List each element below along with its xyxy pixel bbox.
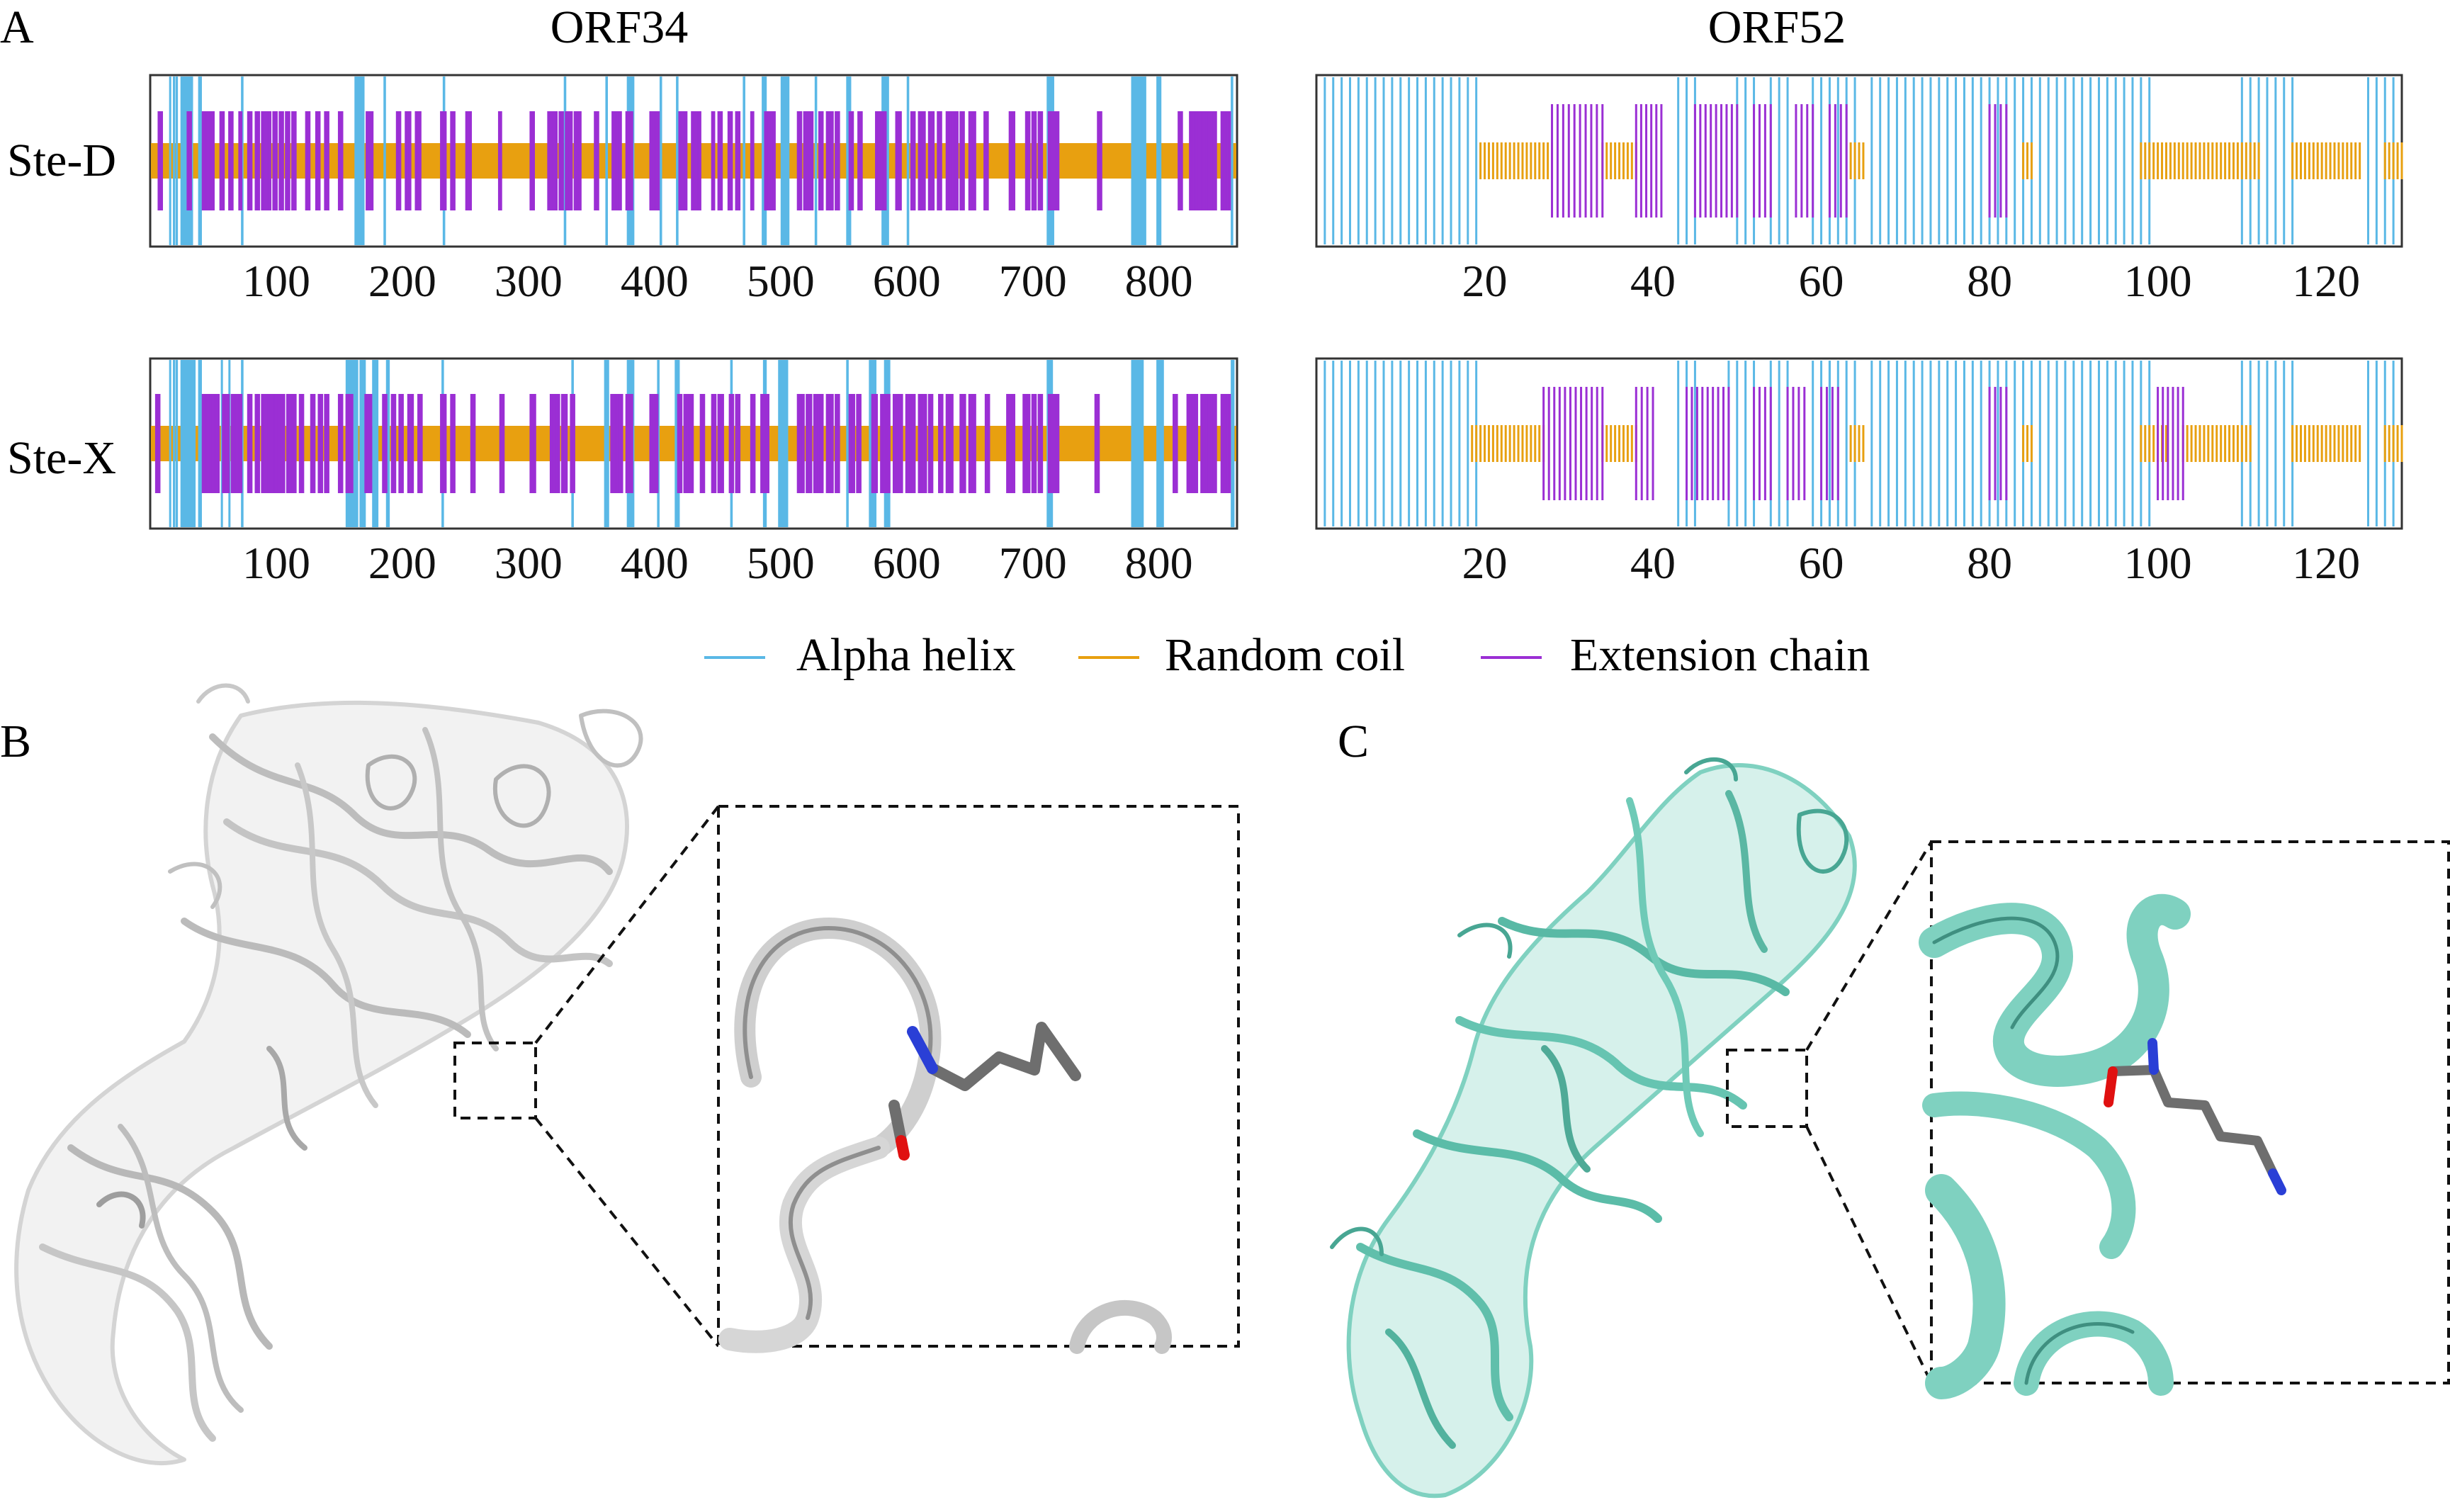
zoom-box-small-b	[453, 1042, 537, 1119]
x-tick-label: 20	[1462, 538, 1508, 588]
zoom-connector-c-bottom	[1805, 1126, 1933, 1384]
alpha-helix-segment	[175, 360, 179, 527]
alpha-helix-segment	[814, 77, 818, 245]
alpha-helix-segment	[359, 360, 366, 527]
zoom-detail-c	[1919, 893, 2286, 1399]
x-tick-label: 700	[999, 538, 1067, 588]
x-tick-label: 200	[368, 538, 436, 588]
x-tick-label: 100	[2124, 538, 2192, 588]
x-tick-label: 800	[1125, 538, 1193, 588]
x-tick-label: 100	[2124, 256, 2192, 306]
row-label-ste-x: Ste-X	[7, 432, 116, 484]
legend-label-extension-chain: Extension chain	[1570, 629, 1870, 681]
residue-sidechain-b	[927, 1022, 1081, 1091]
x-tick-label: 400	[621, 538, 689, 588]
alpha-helix-segment	[175, 77, 179, 245]
alpha-helix-segment	[383, 77, 386, 245]
alpha-helix-segment	[846, 360, 849, 527]
alpha-helix-segment	[1156, 77, 1162, 245]
alpha-helix-segment	[198, 360, 202, 527]
x-tick-label: 300	[495, 538, 563, 588]
x-tick-label: 300	[495, 256, 563, 306]
alpha-helix-segment	[1131, 77, 1146, 245]
alpha-helix-segment	[198, 77, 202, 245]
x-tick-label: 60	[1799, 538, 1844, 588]
x-tick-label: 100	[242, 538, 310, 588]
x-tick-label: 60	[1799, 256, 1844, 306]
zoom-connector-c-top	[1805, 840, 1933, 1051]
x-tick-label: 600	[873, 256, 941, 306]
alpha-helix-segment	[180, 360, 196, 527]
orf52-ste-x-track: 20 40 60 80 100 120	[1315, 357, 2403, 588]
alpha-helix-segment	[372, 360, 379, 527]
alpha-helix-segment	[1156, 360, 1164, 527]
x-tick-label: 700	[999, 256, 1067, 306]
alpha-helix-segment	[220, 360, 223, 527]
alpha-helix-segment	[676, 77, 679, 245]
alpha-helix-segment	[1131, 360, 1144, 527]
orf52-ste-d-track: 20 40 60 80 100 120	[1315, 74, 2403, 306]
x-tick-label: 500	[747, 538, 815, 588]
row-label-ste-d: Ste-D	[7, 135, 116, 186]
x-tick-label: 120	[2292, 538, 2360, 588]
zoom-connector-b-bottom	[534, 1117, 720, 1348]
legend-label-random-coil: Random coil	[1165, 629, 1405, 681]
x-tick-label: 20	[1462, 256, 1508, 306]
x-tick-label: 120	[2292, 256, 2360, 306]
alpha-helix-segment	[1231, 77, 1234, 245]
x-tick-label: 600	[873, 538, 941, 588]
x-tick-label: 40	[1630, 256, 1676, 306]
legend-label-alpha-helix: Alpha helix	[796, 629, 1016, 681]
orf34-ste-d-track: 100 200 300 400 500 600 700 800	[149, 74, 1238, 306]
x-tick-label: 200	[368, 256, 436, 306]
alpha-helix-segment	[354, 77, 365, 245]
orf34-title: ORF34	[551, 1, 688, 53]
orf34-ste-x-track: 100 200 300 400 500 600 700 800	[149, 357, 1238, 588]
x-tick-label: 80	[1967, 256, 2012, 306]
alpha-helix-segment	[169, 77, 171, 245]
x-tick-label: 800	[1125, 256, 1193, 306]
alpha-helix-segment	[169, 360, 171, 527]
alpha-helix-segment	[743, 77, 745, 245]
x-tick-label: 400	[621, 256, 689, 306]
panel-label-c: C	[1338, 716, 1369, 767]
alpha-helix-segment	[780, 77, 790, 245]
alpha-helix-segment	[906, 77, 910, 245]
x-tick-label: 100	[242, 256, 310, 306]
alpha-helix-segment	[659, 77, 662, 245]
zoom-detail-b	[718, 918, 1172, 1354]
protein-structure-b	[14, 683, 643, 1466]
alpha-helix-segment	[173, 77, 176, 245]
alpha-helix-segment	[1231, 360, 1235, 527]
alpha-helix-segment	[173, 360, 176, 527]
legend: Alpha helix Random coil Extension chain	[704, 629, 1870, 681]
panel-label-b: B	[0, 716, 31, 767]
x-tick-label: 500	[747, 256, 815, 306]
protein-structure-c	[1330, 757, 1857, 1499]
panel-label-a: A	[0, 1, 34, 53]
x-tick-label: 80	[1967, 538, 2012, 588]
zoom-box-small-c	[1726, 1049, 1808, 1128]
alpha-helix-segment	[778, 360, 789, 527]
alpha-helix-segment	[604, 360, 609, 527]
alpha-helix-segment	[605, 77, 608, 245]
x-tick-label: 40	[1630, 538, 1676, 588]
alpha-helix-segment	[385, 360, 390, 527]
orf52-title: ORF52	[1708, 1, 1846, 53]
